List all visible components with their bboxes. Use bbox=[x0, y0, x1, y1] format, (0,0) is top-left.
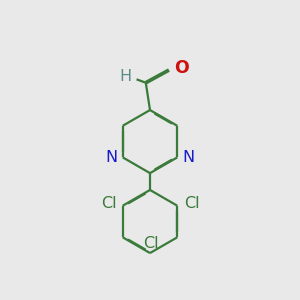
Text: Cl: Cl bbox=[143, 236, 158, 251]
Text: Cl: Cl bbox=[101, 196, 116, 211]
Text: H: H bbox=[119, 69, 131, 84]
Text: Cl: Cl bbox=[184, 196, 199, 211]
Text: O: O bbox=[174, 59, 189, 77]
Text: N: N bbox=[106, 150, 118, 165]
Text: N: N bbox=[182, 150, 194, 165]
